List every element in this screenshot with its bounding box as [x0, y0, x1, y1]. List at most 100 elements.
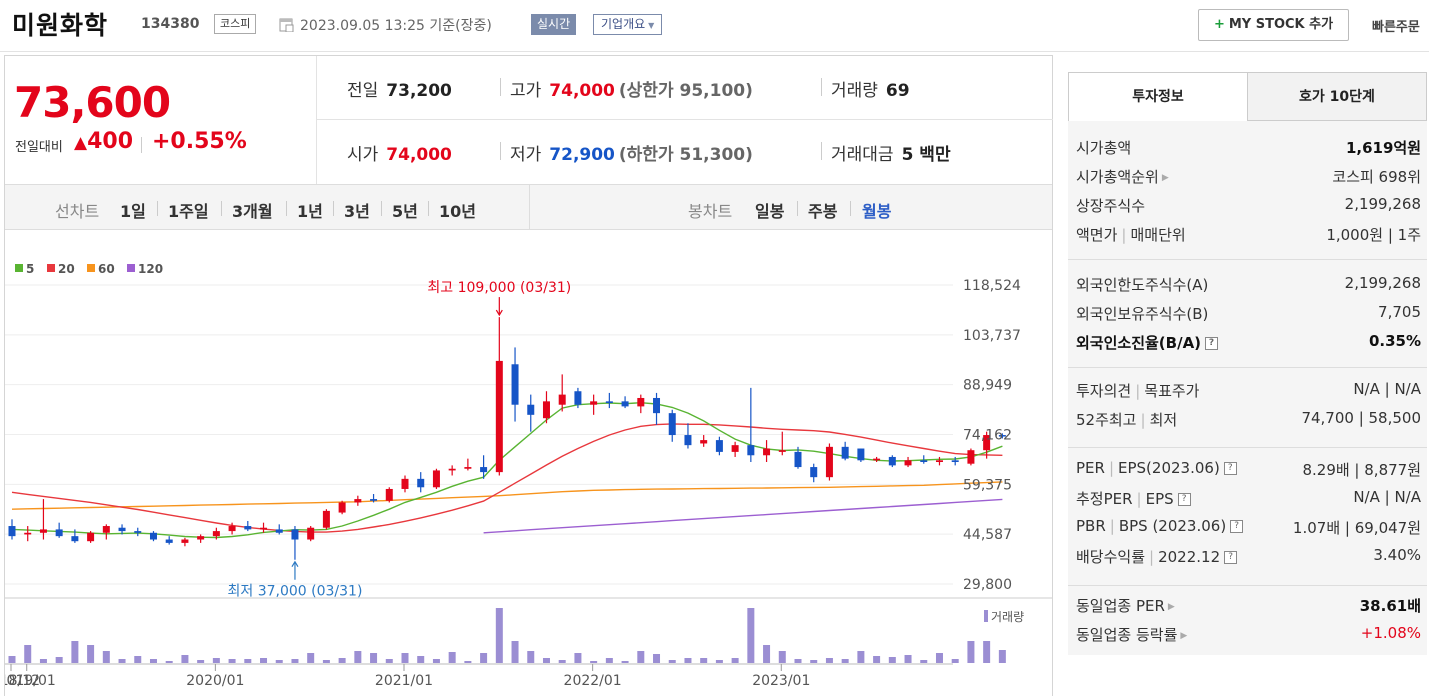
add-mystock-button[interactable]: + MY STOCK 추가: [1198, 9, 1349, 41]
current-price: 73,600: [14, 78, 171, 127]
candle-body: [888, 456, 896, 466]
ma-line-ma5: [11, 401, 1003, 539]
volume-bar: [338, 658, 346, 663]
help-icon[interactable]: ?: [1224, 551, 1238, 564]
volume-bar: [857, 651, 865, 663]
info-key: PER | EPS(2023.06)?: [1076, 459, 1237, 477]
help-icon[interactable]: ?: [1205, 337, 1219, 350]
prev-close-cell: 전일 73,200: [347, 76, 452, 101]
candle-body: [244, 526, 252, 530]
market-tag: 코스피: [214, 14, 257, 34]
info-key-text[interactable]: 동일업종 등락률: [1076, 626, 1178, 644]
info-key: 외국인보유주식수(B): [1076, 303, 1208, 324]
volume-bar: [291, 659, 299, 663]
volume-value: 69: [885, 81, 910, 101]
info-key-text: 상장주식수: [1076, 197, 1146, 215]
info-key-text: 투자의견: [1076, 382, 1132, 400]
help-icon[interactable]: ?: [1177, 493, 1191, 506]
high-value: 74,000: [549, 81, 615, 101]
info-key: 동일업종 등락률 ▶: [1076, 624, 1187, 645]
key-divider: |: [1109, 517, 1115, 535]
volume-bar: [401, 653, 409, 663]
candle-body: [590, 401, 598, 405]
upper-limit: (상한가 95,100): [618, 81, 753, 101]
info-row: 시가총액 1,619억원: [1076, 137, 1421, 161]
divider: [500, 78, 501, 96]
period-1w[interactable]: 1주일: [168, 202, 209, 221]
open-cell: 시가 74,000: [347, 140, 452, 165]
low-cell: 저가 72,900 (하한가 51,300): [510, 140, 753, 165]
period-3y[interactable]: 3년: [344, 202, 370, 221]
volume-bar: [480, 653, 488, 663]
tab-invest-info[interactable]: 투자정보: [1068, 72, 1248, 121]
divider: [797, 201, 798, 216]
divider: [529, 185, 530, 229]
volume-bar: [558, 660, 566, 663]
candle-body: [511, 364, 519, 405]
candle-body: [495, 360, 503, 473]
period-3m[interactable]: 3개월: [232, 202, 273, 221]
x-tick-label: 2018/12: [5, 673, 40, 689]
quick-order-link[interactable]: 빠른주문: [1372, 20, 1420, 35]
divider: [381, 201, 382, 216]
divider: [333, 201, 334, 216]
period-5y[interactable]: 5년: [392, 202, 418, 221]
candle-body: [574, 391, 582, 405]
candle-body: [778, 450, 786, 452]
candle-body: [935, 460, 943, 463]
info-key-text: EPS: [1145, 490, 1174, 508]
chart-legend: 5 20 60 120: [15, 262, 163, 276]
high-cell: 고가 74,000 (상한가 95,100): [510, 76, 753, 101]
volume-bar: [668, 660, 676, 663]
industry-section: 동일업종 PER ▶ 38.61배 동일업종 등락률 ▶ +1.08%: [1068, 585, 1427, 644]
help-icon[interactable]: ?: [1230, 520, 1244, 533]
company-overview-label: 기업개요: [601, 17, 646, 31]
info-key-text: 외국인소진율(B/A): [1076, 334, 1202, 352]
info-key: 52주최고 | 최저: [1076, 409, 1177, 430]
candle-monthly[interactable]: 월봉: [862, 202, 892, 221]
opinion-section: 투자의견 | 목표주가 N/A | N/A 52주최고 | 최저 74,700 | 58,50…: [1068, 367, 1427, 429]
volume-bar: [244, 659, 252, 663]
x-tick-label: 2020/01: [186, 673, 244, 689]
volume-bar: [574, 653, 582, 663]
info-key-text: 매매단위: [1130, 226, 1186, 244]
low-label: 저가: [510, 145, 542, 165]
info-key: 외국인한도주식수(A): [1076, 274, 1208, 295]
volume-bar: [888, 657, 896, 663]
volume-bar: [590, 661, 598, 663]
period-1y[interactable]: 1년: [297, 202, 323, 221]
candle-body: [55, 529, 63, 537]
help-icon[interactable]: ?: [1223, 462, 1237, 475]
info-key-text[interactable]: 시가총액순위: [1076, 168, 1159, 186]
candle-body: [904, 460, 912, 466]
realtime-badge[interactable]: 실시간: [531, 14, 577, 35]
y-tick-label: 118,524: [963, 278, 1021, 294]
candle-daily[interactable]: 일봉: [755, 202, 785, 221]
candle-body: [668, 413, 676, 436]
period-10y[interactable]: 10년: [439, 202, 476, 221]
info-value: N/A | N/A: [1353, 488, 1421, 506]
candle-body: [149, 532, 157, 540]
legend-label: 120: [138, 262, 163, 276]
volume-bar: [542, 658, 550, 663]
candle-body: [448, 468, 456, 471]
price-change-value: 400: [87, 129, 134, 154]
candle-body: [228, 526, 236, 532]
volume-bar: [778, 651, 786, 663]
legend-swatch: [127, 264, 135, 272]
candle-body: [370, 499, 378, 501]
candle-weekly[interactable]: 주봉: [808, 202, 838, 221]
low-value: 72,900: [549, 145, 615, 165]
volume-bar: [102, 651, 110, 663]
prev-close-value: 73,200: [386, 81, 452, 101]
candle-body: [432, 470, 440, 488]
volume-bar: [653, 654, 661, 663]
prev-close-label: 전일: [347, 81, 379, 101]
tab-order-book[interactable]: 호가 10단계: [1247, 72, 1427, 121]
company-overview-dropdown[interactable]: 기업개요 ▼: [593, 14, 663, 35]
candle-body: [212, 531, 220, 537]
period-1d[interactable]: 1일: [120, 202, 146, 221]
info-key-text[interactable]: 동일업종 PER: [1076, 597, 1165, 615]
volume-bar: [71, 641, 79, 663]
